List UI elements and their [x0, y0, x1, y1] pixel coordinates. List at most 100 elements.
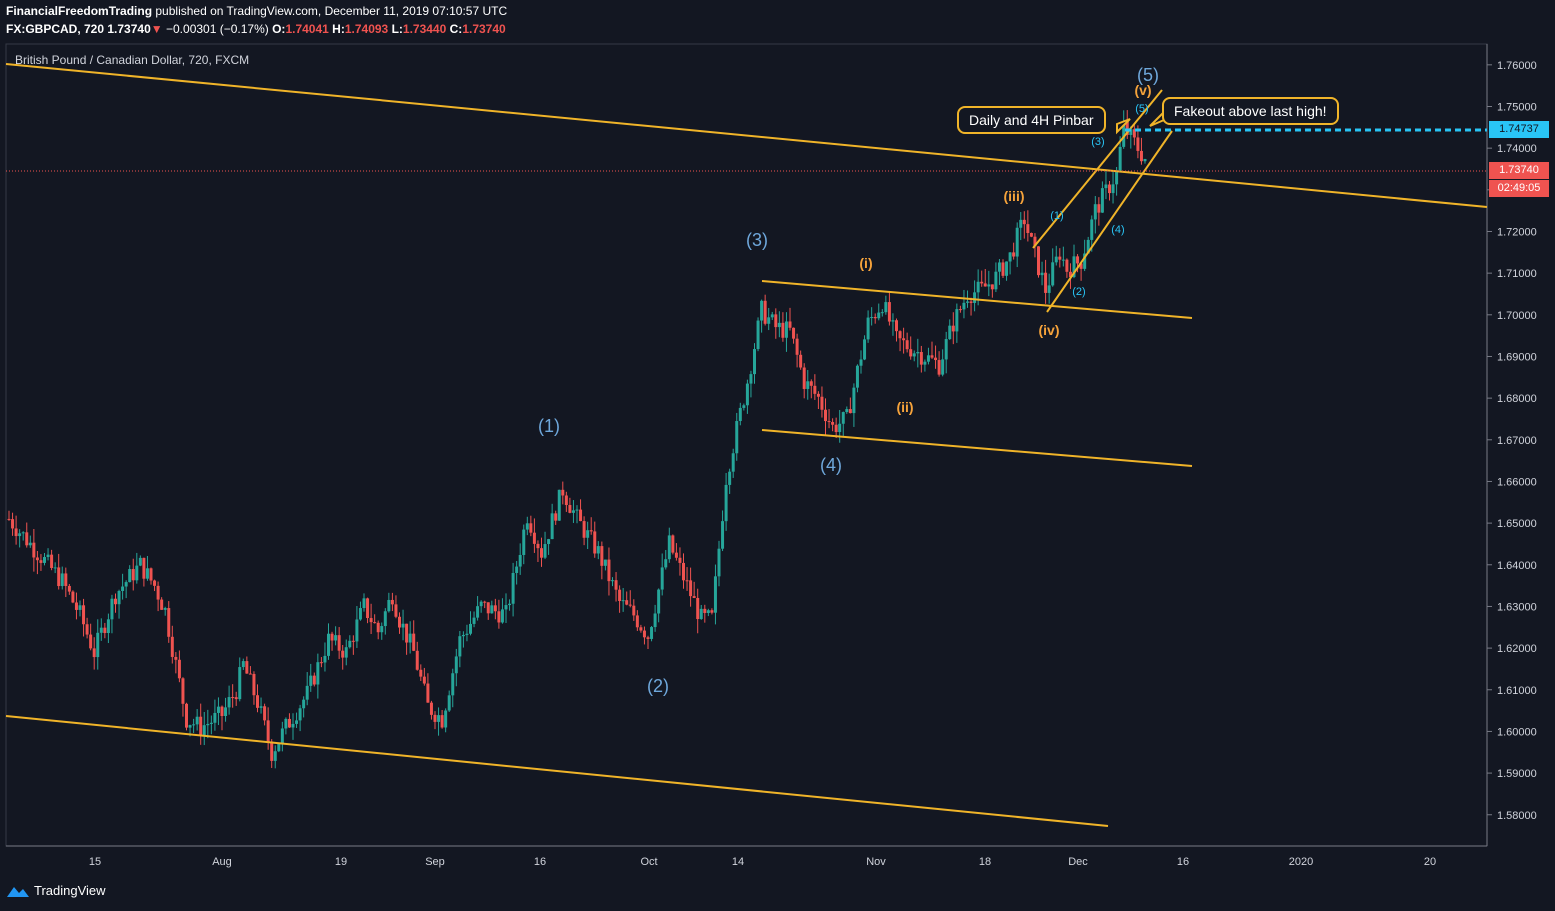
candle-body [1047, 285, 1051, 293]
y-tick-label: 1.72000 [1497, 226, 1537, 238]
candle-body [898, 331, 902, 339]
candle-body [461, 634, 465, 637]
candle-body [238, 667, 242, 700]
candle-body [852, 387, 856, 414]
candle-body [504, 605, 508, 610]
y-tick-label: 1.67000 [1497, 435, 1537, 447]
wave-label: (v) [1134, 82, 1151, 98]
candle-body [163, 608, 167, 610]
candle-body [848, 409, 852, 414]
candle-body [145, 568, 149, 579]
x-tick-label: 18 [979, 856, 991, 868]
candle-body [43, 557, 46, 563]
tradingview-footer[interactable]: TradingView [6, 883, 106, 898]
candle-body [639, 627, 643, 631]
candle-body [128, 569, 132, 583]
candle-body [387, 599, 391, 612]
candle-body [451, 673, 455, 696]
author-name[interactable]: FinancialFreedomTrading [6, 4, 153, 18]
candle-body [39, 560, 43, 563]
candle-body [721, 521, 725, 549]
candle-body [770, 314, 774, 318]
candle-body [99, 627, 103, 633]
candle-body [199, 716, 203, 736]
candle-body [35, 557, 39, 561]
candle-body [465, 633, 469, 635]
candle-body [220, 706, 224, 717]
candle-body [394, 604, 398, 617]
candle-body [89, 634, 93, 649]
wave-label: (4) [820, 455, 842, 475]
candle-body [841, 412, 845, 424]
y-tick-label: 1.62000 [1497, 643, 1537, 655]
candle-body [383, 611, 387, 627]
candle-body [1118, 146, 1122, 171]
candle-body [742, 405, 746, 408]
candle-body [1051, 262, 1055, 286]
candle-body [777, 322, 781, 328]
y-tick-label: 1.60000 [1497, 726, 1537, 738]
candle-body [209, 722, 213, 724]
y-tick-label: 1.58000 [1497, 810, 1537, 822]
candle-body [71, 591, 75, 603]
candle-body [309, 675, 313, 686]
candle-body [358, 608, 362, 620]
candle-body [611, 580, 614, 582]
candle-body [738, 407, 742, 422]
candle-body [827, 421, 831, 423]
candle-body [731, 453, 735, 472]
candle-body [756, 320, 760, 350]
x-tick-label: Nov [866, 856, 886, 868]
candle-body [1019, 219, 1023, 228]
lower-channel-line [5, 715, 1109, 827]
candle-body [57, 567, 61, 587]
y-tick-label: 1.76000 [1497, 60, 1537, 72]
candle-body [398, 616, 401, 628]
y-tick-label: 1.61000 [1497, 685, 1537, 697]
candle-body [575, 509, 579, 511]
candle-body [969, 301, 973, 303]
candle-body [355, 619, 359, 642]
price-change: −0.00301 (−0.17%) [166, 22, 269, 36]
candle-body [934, 357, 938, 361]
rising-channel-upper [1032, 89, 1163, 249]
candle-body [855, 365, 859, 388]
low-label: L: [391, 22, 403, 36]
wave-label: (ii) [896, 399, 913, 415]
candle-body [1022, 219, 1026, 225]
candle-body [131, 569, 135, 581]
wave-label: (iii) [1004, 188, 1025, 204]
candle-body [660, 567, 664, 590]
candle-body [816, 393, 820, 397]
y-tick-label: 1.68000 [1497, 393, 1537, 405]
candle-body [877, 312, 881, 319]
candle-body [568, 505, 572, 513]
candle-body [941, 359, 945, 375]
candle-body [880, 312, 884, 314]
pinbar-callout-pointer [1116, 118, 1131, 135]
candle-body [973, 292, 977, 303]
candle-body [341, 650, 345, 658]
candle-body [763, 300, 767, 324]
candle-body [540, 548, 543, 558]
candle-body [327, 633, 330, 656]
trendlines [5, 63, 1488, 827]
fakeout-note[interactable]: Fakeout above last high! [1162, 97, 1339, 125]
symbol-info: FX:GBPCAD, 720 1.73740▼ −0.00301 (−0.17%… [6, 22, 506, 36]
candle-body [674, 552, 678, 558]
candle-body [887, 302, 891, 322]
candle-body [717, 548, 721, 577]
candle-body [1058, 256, 1062, 260]
candle-body [745, 383, 749, 406]
candle-body [525, 523, 529, 530]
candle-body [177, 659, 181, 679]
candle-body [983, 283, 987, 287]
pinbar-note[interactable]: Daily and 4H Pinbar [957, 106, 1106, 134]
candle-body [305, 685, 309, 700]
candle-body [85, 624, 89, 635]
candle-body [912, 353, 916, 357]
candle-body [277, 743, 281, 752]
candle-body [298, 708, 302, 721]
x-tick-label: Aug [212, 856, 232, 868]
